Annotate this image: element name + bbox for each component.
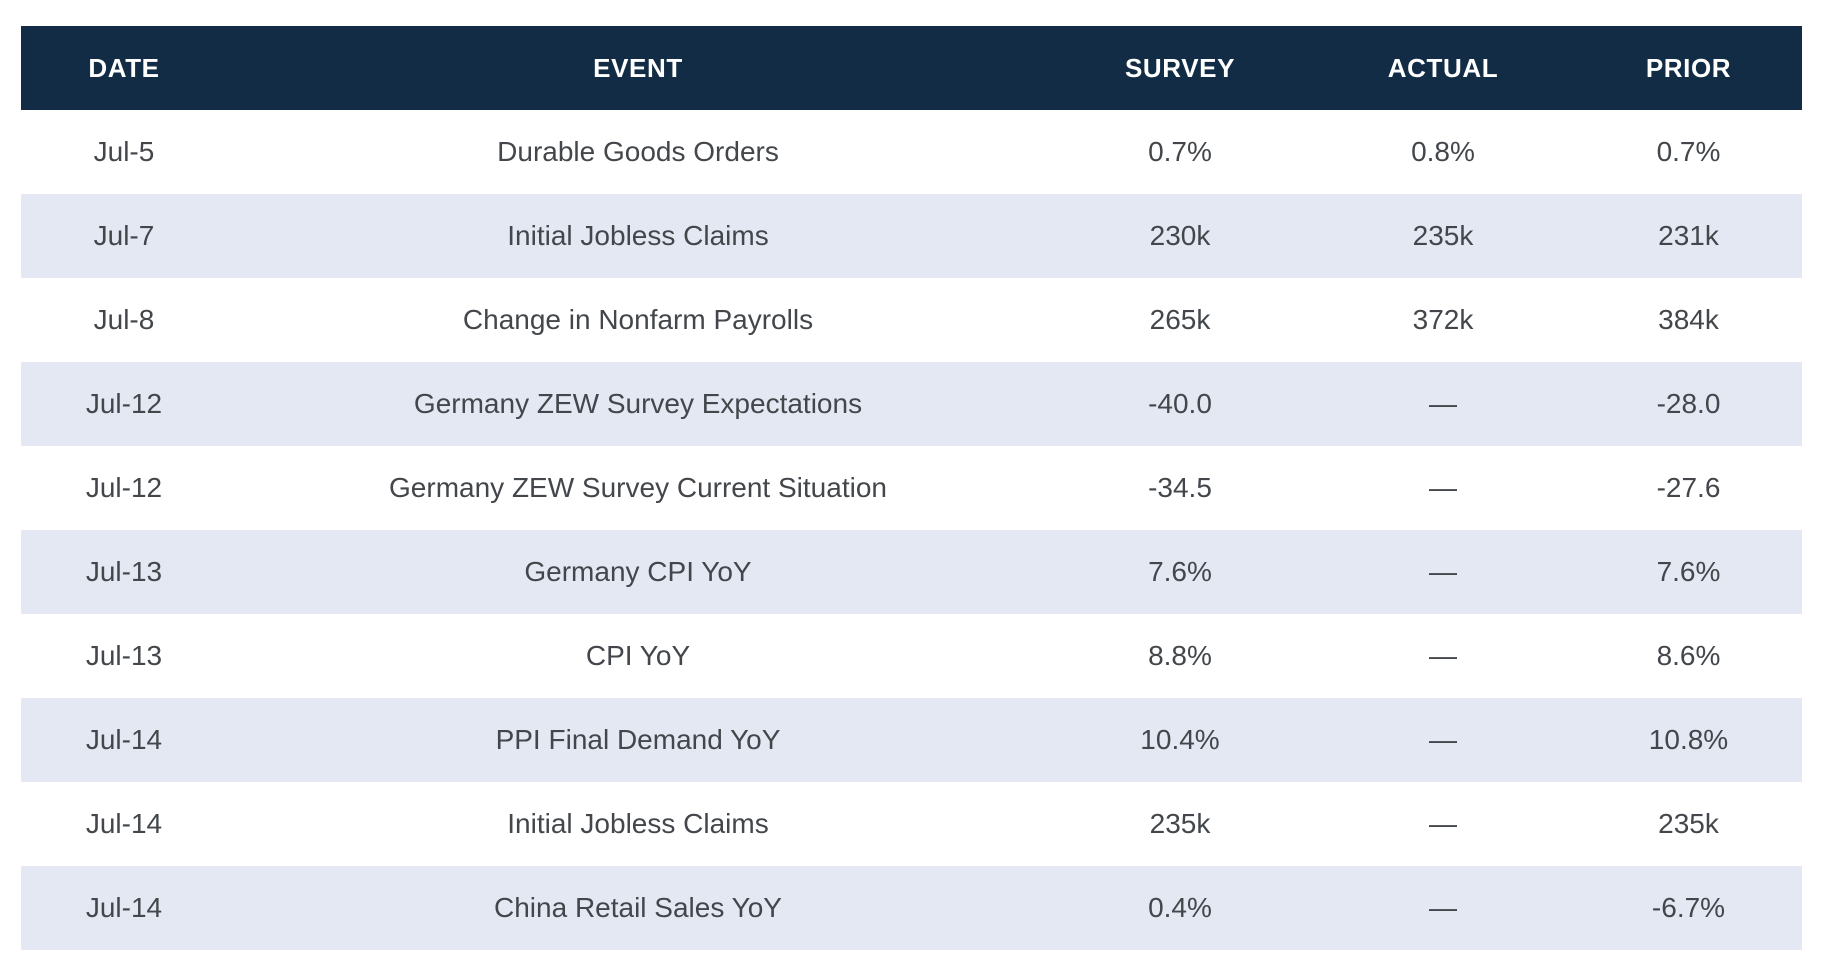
cell-prior: -27.6 <box>1656 472 1721 503</box>
cell-survey: 265k <box>1149 304 1211 335</box>
cell-actual: — <box>1429 892 1457 923</box>
table-row: Jul-12 Germany ZEW Survey Expectations -… <box>21 362 1802 446</box>
cell-event: Germany ZEW Survey Expectations <box>413 388 863 419</box>
cell-event: Durable Goods Orders <box>497 136 779 167</box>
cell-survey: 235k <box>1149 808 1211 839</box>
column-header-survey: SURVEY <box>1124 52 1236 83</box>
economic-calendar-table: DATE EVENT SURVEY ACTUAL PRIOR Jul-5 Dur… <box>21 26 1802 950</box>
cell-date: Jul-13 <box>85 556 163 587</box>
table-row: Jul-5 Durable Goods Orders 0.7% 0.8% 0.7… <box>21 110 1802 194</box>
cell-actual: 235k <box>1412 220 1474 251</box>
cell-survey: 0.7% <box>1148 136 1212 167</box>
cell-survey: 7.6% <box>1148 556 1212 587</box>
cell-date: Jul-14 <box>85 892 163 923</box>
cell-actual: — <box>1429 388 1457 419</box>
cell-date: Jul-5 <box>93 136 155 167</box>
cell-actual: — <box>1429 556 1457 587</box>
cell-actual: — <box>1429 808 1457 839</box>
cell-event: Initial Jobless Claims <box>507 808 769 839</box>
column-header-actual: ACTUAL <box>1387 52 1499 83</box>
cell-prior: 8.6% <box>1656 640 1721 671</box>
cell-survey: 8.8% <box>1148 640 1212 671</box>
cell-actual: 372k <box>1412 304 1474 335</box>
table-row: Jul-8 Change in Nonfarm Payrolls 265k 37… <box>21 278 1802 362</box>
cell-date: Jul-7 <box>93 220 155 251</box>
cell-survey: 0.4% <box>1148 892 1212 923</box>
cell-date: Jul-12 <box>85 388 163 419</box>
cell-actual: 0.8% <box>1411 136 1475 167</box>
cell-date: Jul-8 <box>93 304 155 335</box>
cell-prior: 235k <box>1658 808 1719 839</box>
cell-event: Initial Jobless Claims <box>507 220 769 251</box>
cell-event: China Retail Sales YoY <box>494 892 782 923</box>
cell-prior: -28.0 <box>1656 388 1721 419</box>
cell-date: Jul-13 <box>85 640 163 671</box>
cell-date: Jul-14 <box>85 808 163 839</box>
cell-prior: 0.7% <box>1656 136 1721 167</box>
cell-prior: -6.7% <box>1651 892 1726 923</box>
cell-prior: 10.8% <box>1648 724 1729 755</box>
cell-survey: 10.4% <box>1140 724 1220 755</box>
table-row: Jul-13 Germany CPI YoY 7.6% — 7.6% <box>21 530 1802 614</box>
cell-event: Change in Nonfarm Payrolls <box>462 304 814 335</box>
table-header-row: DATE EVENT SURVEY ACTUAL PRIOR <box>21 26 1802 110</box>
cell-event: Germany CPI YoY <box>524 556 752 587</box>
cell-prior: 384k <box>1658 304 1719 335</box>
cell-survey: 230k <box>1149 220 1211 251</box>
cell-event: Germany ZEW Survey Current Situation <box>389 472 887 503</box>
table-row: Jul-13 CPI YoY 8.8% — 8.6% <box>21 614 1802 698</box>
table-row: Jul-12 Germany ZEW Survey Current Situat… <box>21 446 1802 530</box>
column-header-event: EVENT <box>593 52 683 83</box>
table-row: Jul-14 PPI Final Demand YoY 10.4% — 10.8… <box>21 698 1802 782</box>
cell-date: Jul-12 <box>85 472 163 503</box>
cell-event: PPI Final Demand YoY <box>495 724 781 755</box>
cell-actual: — <box>1429 724 1457 755</box>
cell-prior: 7.6% <box>1656 556 1721 587</box>
table-row: Jul-7 Initial Jobless Claims 230k 235k 2… <box>21 194 1802 278</box>
cell-actual: — <box>1429 472 1457 503</box>
cell-survey: -40.0 <box>1148 388 1212 419</box>
cell-survey: -34.5 <box>1148 472 1212 503</box>
column-header-prior: PRIOR <box>1645 52 1732 83</box>
cell-date: Jul-14 <box>85 724 163 755</box>
table-row: Jul-14 China Retail Sales YoY 0.4% — -6.… <box>21 866 1802 950</box>
cell-prior: 231k <box>1658 220 1719 251</box>
cell-actual: — <box>1429 640 1457 671</box>
table-row: Jul-14 Initial Jobless Claims 235k — 235… <box>21 782 1802 866</box>
column-header-date: DATE <box>88 52 160 83</box>
cell-event: CPI YoY <box>585 640 691 671</box>
